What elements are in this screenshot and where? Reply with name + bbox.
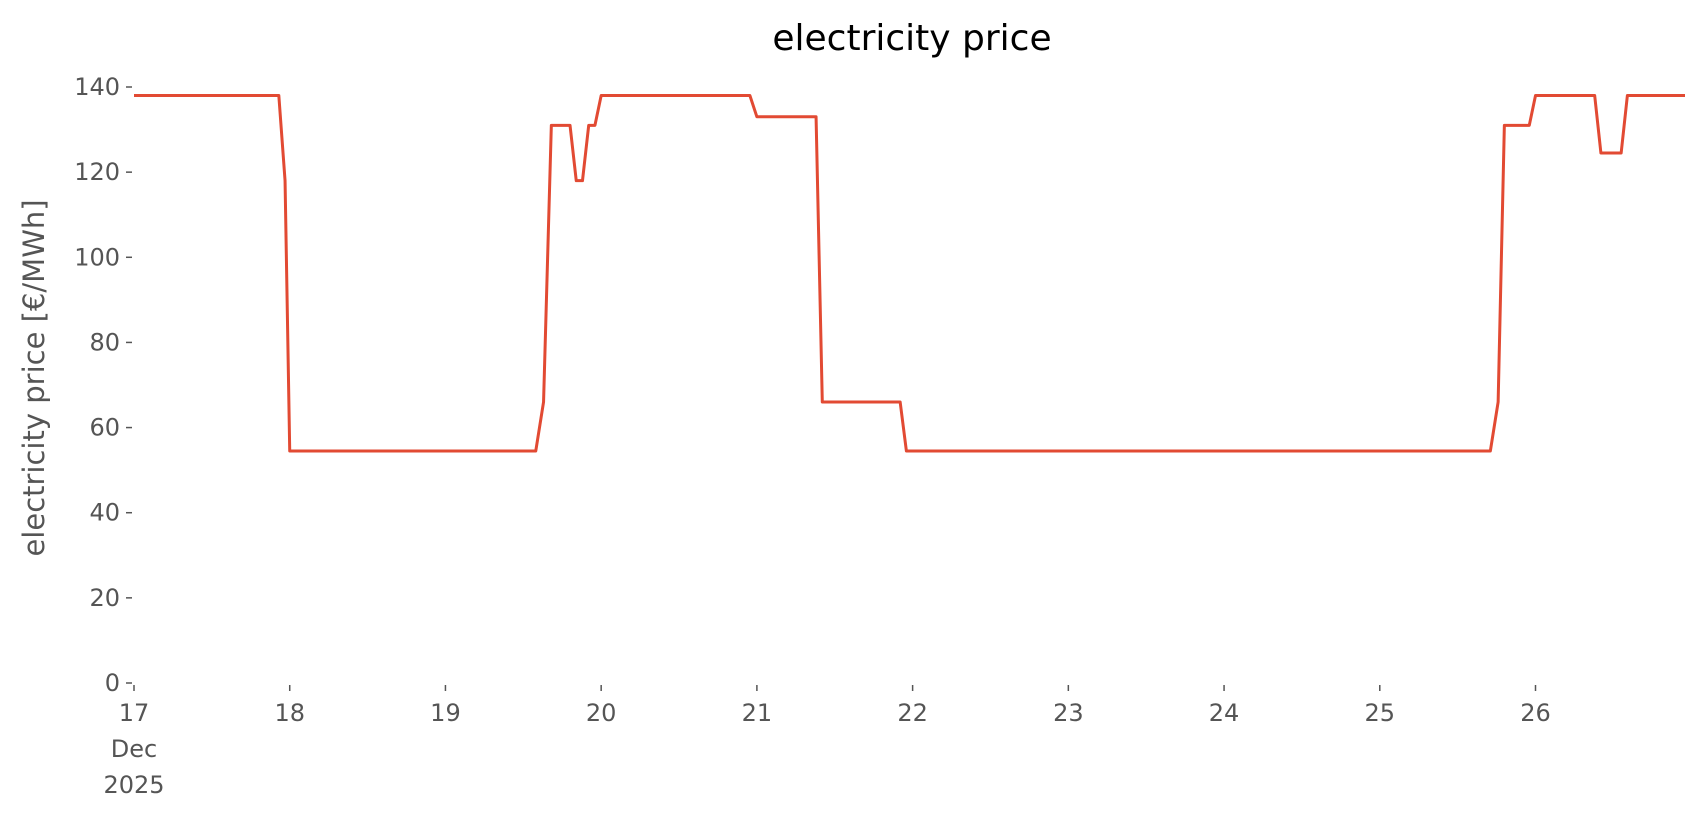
x-tick-label: 26 bbox=[1520, 699, 1551, 727]
price-line bbox=[134, 94, 1685, 453]
x-tick-label: 24 bbox=[1209, 699, 1240, 727]
y-tick-label: 20 bbox=[89, 584, 120, 612]
y-tick-label: 80 bbox=[89, 328, 120, 356]
x-tick-label: 23 bbox=[1053, 699, 1084, 727]
y-tick-label: 60 bbox=[89, 414, 120, 442]
x-tick-label: 22 bbox=[897, 699, 928, 727]
y-tick-label: 40 bbox=[89, 499, 120, 527]
x-tick-label: 21 bbox=[742, 699, 773, 727]
chart-title: electricity price bbox=[772, 18, 1051, 59]
x-tick-label: 19 bbox=[430, 699, 461, 727]
x-tick-label: 18 bbox=[274, 699, 305, 727]
y-tick-label: 120 bbox=[74, 158, 120, 186]
y-tick-label: 140 bbox=[74, 73, 120, 101]
x-tick-label: 17 Dec 2025 bbox=[103, 699, 164, 799]
x-tick-label: 20 bbox=[586, 699, 617, 727]
y-tick-label: 100 bbox=[74, 243, 120, 271]
y-axis-label: electricity price [€/MWh] bbox=[17, 199, 51, 556]
x-tick-label: 25 bbox=[1365, 699, 1396, 727]
y-tick-label: 0 bbox=[105, 669, 120, 697]
